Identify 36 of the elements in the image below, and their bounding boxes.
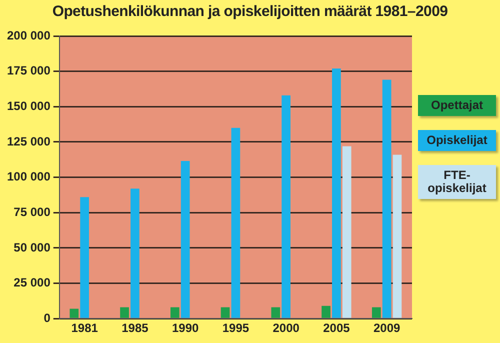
x-tick-label: 1995	[222, 321, 250, 336]
y-tick-label: 75 000	[14, 204, 51, 219]
bar	[332, 68, 341, 318]
x-tick-label: 2005	[323, 321, 350, 336]
bar	[282, 95, 290, 318]
x-tick-label: 2009	[373, 321, 400, 336]
y-tick-label: 175 000	[6, 64, 51, 78]
bar	[220, 307, 230, 318]
bar	[392, 154, 402, 318]
y-tick-label: 50 000	[14, 240, 51, 254]
bar	[80, 197, 89, 318]
chart-title: Opetushenkilökunnan ja opiskelijoitten määrät 1981–2009	[51, 3, 449, 20]
x-tick-label: 1981	[71, 321, 98, 336]
text: Opiskelijat	[418, 130, 496, 151]
bar	[382, 80, 392, 318]
x-tick-label: 1990	[172, 321, 199, 336]
y-tick-label: 100 000	[6, 170, 51, 184]
x-tick-label: 2000	[272, 321, 300, 336]
y-tick-label: 125 000	[6, 134, 51, 148]
bar	[180, 161, 190, 318]
y-tick-label: 150 000	[6, 98, 51, 113]
bar	[120, 307, 129, 318]
bar	[70, 308, 79, 318]
bar	[170, 307, 180, 318]
x-tick-label: 1985	[122, 321, 149, 336]
bar	[231, 128, 240, 318]
y-tick-label: 200 000	[6, 28, 51, 42]
y-tick-label: 25 000	[14, 276, 51, 290]
bar	[322, 306, 330, 318]
text: Opettajat	[418, 95, 496, 116]
bar	[372, 307, 381, 318]
bar	[342, 146, 352, 318]
y-tick-label: 0	[44, 310, 51, 325]
bar	[130, 188, 140, 318]
bar	[271, 307, 280, 318]
text: FTE-opiskelijat	[418, 165, 496, 199]
